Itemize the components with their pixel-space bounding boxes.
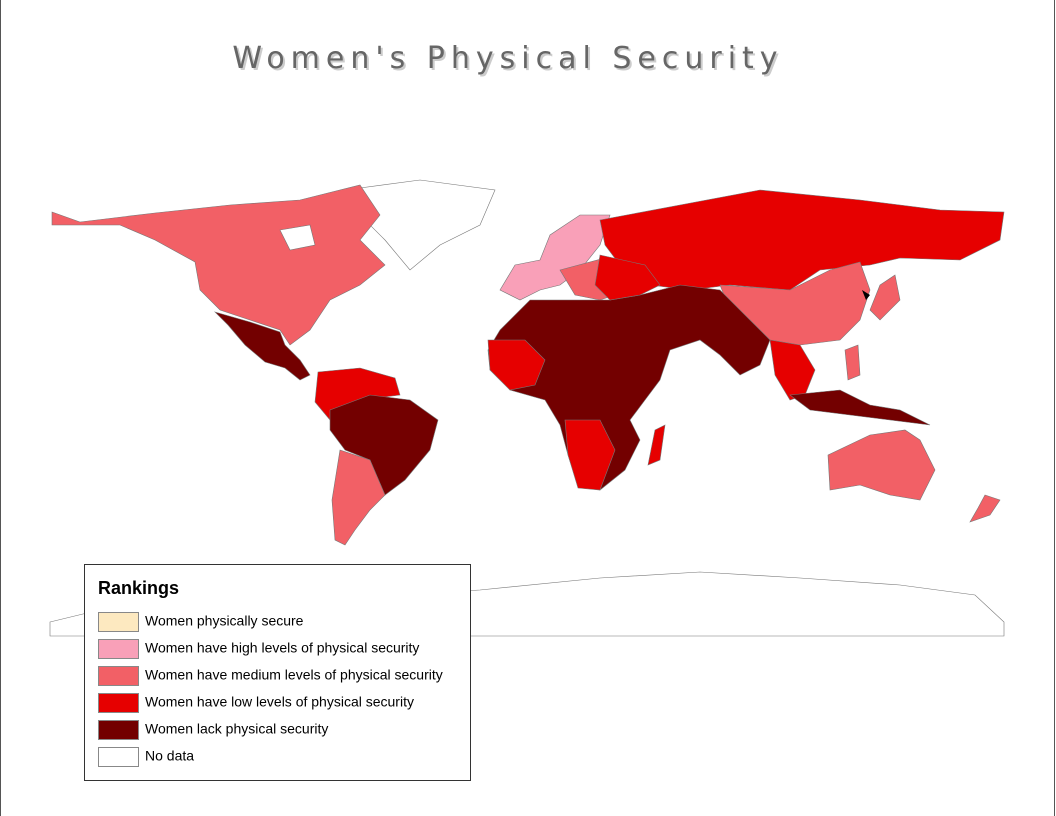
west-africa	[487, 339, 546, 391]
legend-swatch	[98, 693, 139, 713]
legend-swatch	[98, 666, 139, 686]
madagascar	[647, 424, 666, 466]
africa-asia	[487, 284, 771, 491]
brazil	[329, 394, 439, 496]
new-zealand	[969, 494, 1001, 523]
japan	[869, 274, 901, 321]
legend-label: Women have high levels of physical secur…	[145, 640, 419, 656]
mexico	[213, 311, 311, 381]
turkey-caucasus	[594, 254, 661, 301]
hudson-bay	[279, 224, 316, 251]
legend-box	[84, 564, 471, 781]
legend-swatch	[98, 639, 139, 659]
legend-label: Women physically secure	[145, 613, 304, 629]
legend-label: Women have low levels of physical securi…	[145, 694, 414, 710]
legend-label: No data	[145, 748, 194, 764]
indonesia	[789, 389, 931, 426]
north-korea	[862, 290, 870, 300]
argentina-chile	[331, 449, 386, 546]
legend-swatch	[98, 720, 139, 740]
legend-label: Women have medium levels of physical sec…	[145, 667, 443, 683]
legend-swatch	[98, 747, 139, 767]
philippines	[844, 344, 861, 381]
title: Women's Physical Security	[232, 41, 783, 76]
southern-africa	[564, 419, 616, 491]
land	[49, 179, 1005, 637]
southeast-asia	[769, 339, 816, 401]
legend-label: Women lack physical security	[145, 721, 328, 737]
legend-swatch	[98, 612, 139, 632]
legend-title: Rankings	[98, 578, 179, 598]
north-america	[51, 184, 386, 346]
title-shadow: Women's Physical Security	[234, 43, 785, 78]
australia	[827, 429, 936, 501]
legend: Rankings Women physically secure Women ha…	[84, 564, 471, 781]
russia	[599, 189, 1005, 291]
